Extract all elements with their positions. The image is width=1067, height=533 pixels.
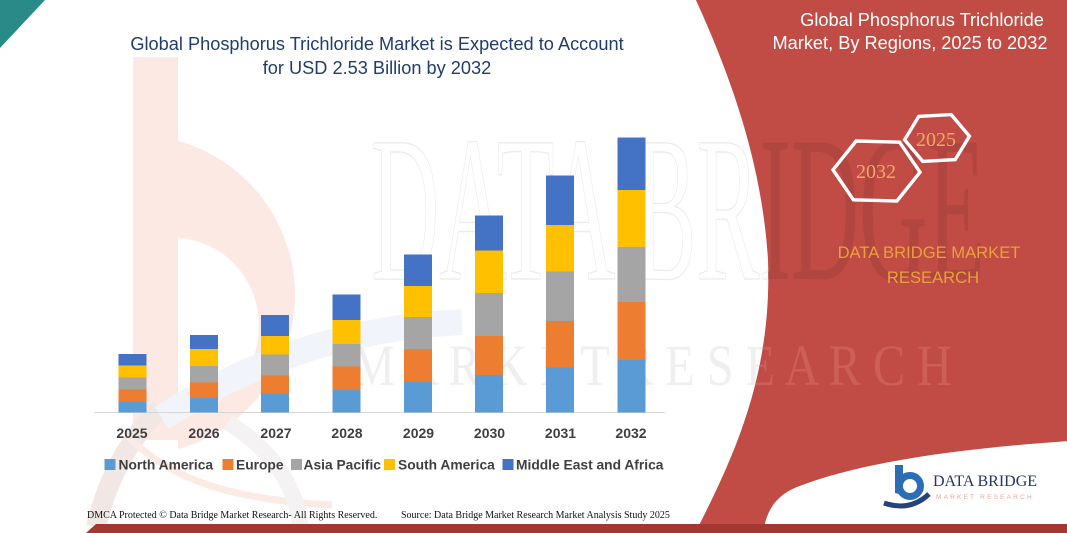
- svg-text:Europe: Europe: [236, 458, 284, 473]
- svg-text:2025: 2025: [916, 129, 956, 151]
- svg-text:2026: 2026: [188, 425, 219, 441]
- svg-text:MARKET RESEARCH: MARKET RESEARCH: [936, 494, 1034, 501]
- svg-text:2028: 2028: [331, 425, 362, 441]
- svg-text:Global Phosphorus Trichloride: Global Phosphorus Trichloride: [800, 10, 1044, 30]
- svg-text:2029: 2029: [403, 425, 434, 441]
- svg-text:Middle East and Africa: Middle East and Africa: [516, 458, 664, 473]
- svg-text:Source: Data Bridge Market Res: Source: Data Bridge Market Research Mark…: [401, 510, 670, 521]
- svg-text:2030: 2030: [474, 425, 505, 441]
- svg-text:Global Phosphorus Trichloride: Global Phosphorus Trichloride Market is …: [130, 34, 623, 54]
- svg-text:DATA BRIDGE: DATA BRIDGE: [933, 473, 1037, 490]
- svg-text:North America: North America: [119, 458, 214, 473]
- svg-text:for USD 2.53 Billion by 2032: for USD 2.53 Billion by 2032: [263, 58, 491, 78]
- svg-text:DMCA Protected © Data Bridge M: DMCA Protected © Data Bridge Market Rese…: [87, 510, 377, 521]
- svg-text:Asia Pacific: Asia Pacific: [304, 458, 382, 473]
- svg-text:RESEARCH: RESEARCH: [887, 268, 979, 287]
- svg-text:2032: 2032: [615, 425, 646, 441]
- svg-text:2032: 2032: [856, 161, 896, 183]
- svg-text:2027: 2027: [260, 425, 291, 441]
- svg-text:Market, By Regions, 2025 to 20: Market, By Regions, 2025 to 2032: [773, 33, 1048, 53]
- svg-text:DATA BRIDGE MARKET: DATA BRIDGE MARKET: [838, 243, 1021, 262]
- svg-text:2025: 2025: [116, 425, 147, 441]
- svg-text:2031: 2031: [545, 425, 576, 441]
- svg-text:South America: South America: [398, 458, 495, 473]
